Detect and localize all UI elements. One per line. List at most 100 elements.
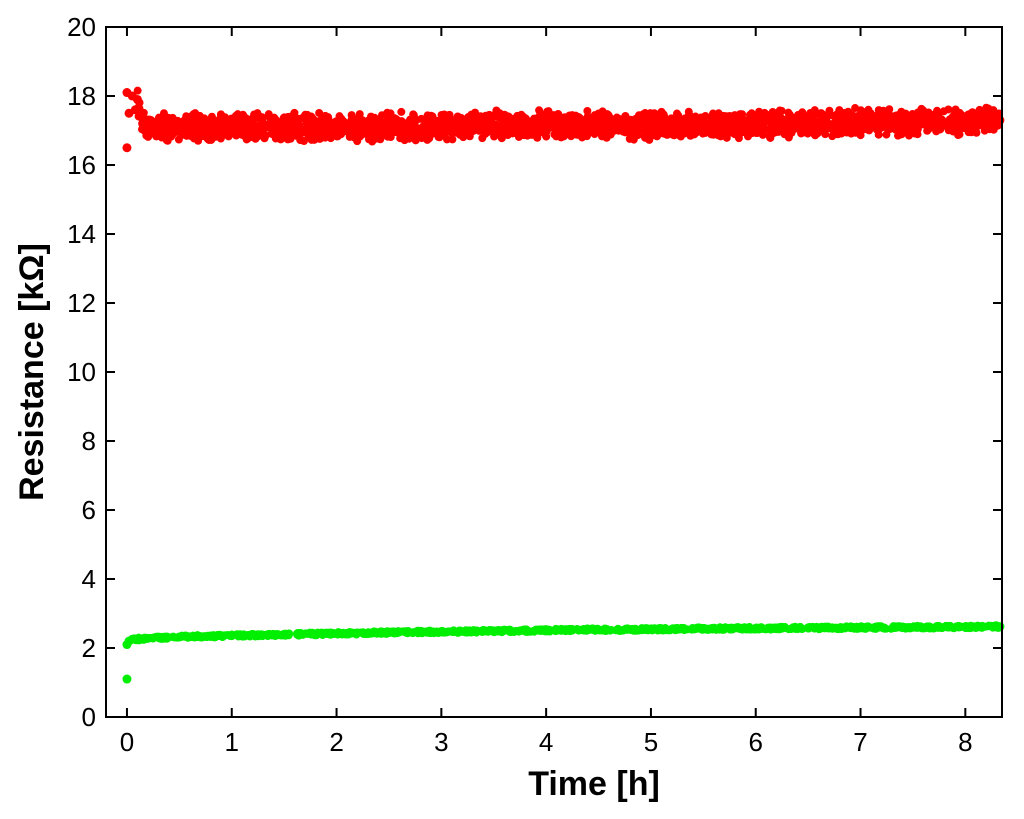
data-point	[703, 624, 712, 633]
data-point	[569, 115, 578, 124]
data-point	[650, 121, 659, 130]
x-tick-label: 7	[853, 727, 867, 757]
x-tick-label: 1	[225, 727, 239, 757]
data-point	[417, 134, 426, 143]
data-point	[939, 107, 948, 116]
data-point	[217, 631, 226, 640]
data-point	[718, 624, 727, 633]
data-point	[516, 626, 525, 635]
data-point	[260, 630, 269, 639]
data-point	[525, 123, 534, 132]
data-point	[954, 111, 963, 120]
data-point	[583, 113, 592, 122]
data-point	[912, 124, 921, 133]
x-tick-label: 5	[644, 727, 658, 757]
data-point	[780, 130, 789, 139]
data-point	[170, 633, 179, 642]
data-point	[708, 110, 717, 119]
data-point	[334, 121, 343, 130]
data-point	[834, 113, 843, 122]
y-tick-label: 16	[67, 150, 96, 180]
x-tick-label: 6	[748, 727, 762, 757]
data-point	[821, 130, 830, 139]
data-point	[603, 125, 612, 134]
data-point	[805, 127, 814, 136]
data-point	[647, 624, 656, 633]
data-point	[386, 109, 395, 118]
data-point	[572, 625, 581, 634]
data-point	[935, 125, 944, 134]
data-point	[614, 626, 623, 635]
data-point	[883, 108, 892, 117]
data-point	[733, 121, 742, 130]
data-point	[862, 110, 871, 119]
data-point	[462, 626, 471, 635]
data-point	[843, 115, 852, 124]
data-point	[518, 124, 527, 133]
y-tick-label: 4	[82, 564, 96, 594]
data-point	[633, 131, 642, 140]
data-point	[386, 627, 395, 636]
data-point	[667, 114, 676, 123]
series-1	[122, 621, 1005, 684]
data-point	[894, 131, 903, 140]
y-tick-label: 6	[82, 495, 96, 525]
data-point	[366, 122, 375, 131]
data-point	[138, 110, 147, 119]
data-point	[338, 628, 347, 637]
data-point	[971, 124, 980, 133]
data-point	[858, 118, 867, 127]
data-point	[872, 622, 881, 631]
data-point	[734, 131, 743, 140]
data-point	[332, 132, 341, 141]
data-point	[516, 118, 525, 127]
data-point	[482, 627, 491, 636]
data-point	[414, 127, 423, 136]
data-point	[559, 132, 568, 141]
data-point	[747, 109, 756, 118]
data-point	[173, 116, 182, 125]
data-point	[424, 115, 433, 124]
data-point	[929, 623, 938, 632]
x-tick-label: 2	[329, 727, 343, 757]
data-point	[640, 132, 649, 141]
data-point	[657, 107, 666, 116]
data-point	[366, 112, 375, 121]
data-point	[876, 107, 885, 116]
data-point	[669, 625, 678, 634]
data-point	[179, 128, 188, 137]
data-point	[481, 129, 490, 138]
data-point	[239, 632, 248, 641]
data-point	[270, 119, 279, 128]
data-point	[944, 622, 953, 631]
data-point	[352, 630, 361, 639]
data-point	[682, 121, 691, 130]
data-point	[820, 624, 829, 633]
data-point	[470, 628, 479, 637]
data-point	[341, 122, 350, 131]
y-tick-label: 18	[67, 81, 96, 111]
y-tick-label: 10	[67, 357, 96, 387]
data-point	[690, 625, 699, 634]
data-point	[796, 623, 805, 632]
data-points	[122, 86, 1005, 684]
data-point	[684, 107, 693, 116]
data-point	[949, 127, 958, 136]
data-point	[447, 117, 456, 126]
data-point	[299, 128, 308, 137]
data-point	[718, 125, 727, 134]
data-point	[227, 630, 236, 639]
data-point	[257, 118, 266, 127]
data-point	[282, 118, 291, 127]
data-point	[715, 112, 724, 121]
data-point	[196, 632, 205, 641]
data-point	[417, 626, 426, 635]
data-point	[306, 114, 315, 123]
data-point	[553, 121, 562, 130]
y-axis-title: Resistance [kΩ]	[13, 243, 51, 501]
data-point	[296, 628, 305, 637]
data-point	[502, 124, 511, 133]
data-point	[220, 113, 229, 122]
data-point	[562, 625, 571, 634]
